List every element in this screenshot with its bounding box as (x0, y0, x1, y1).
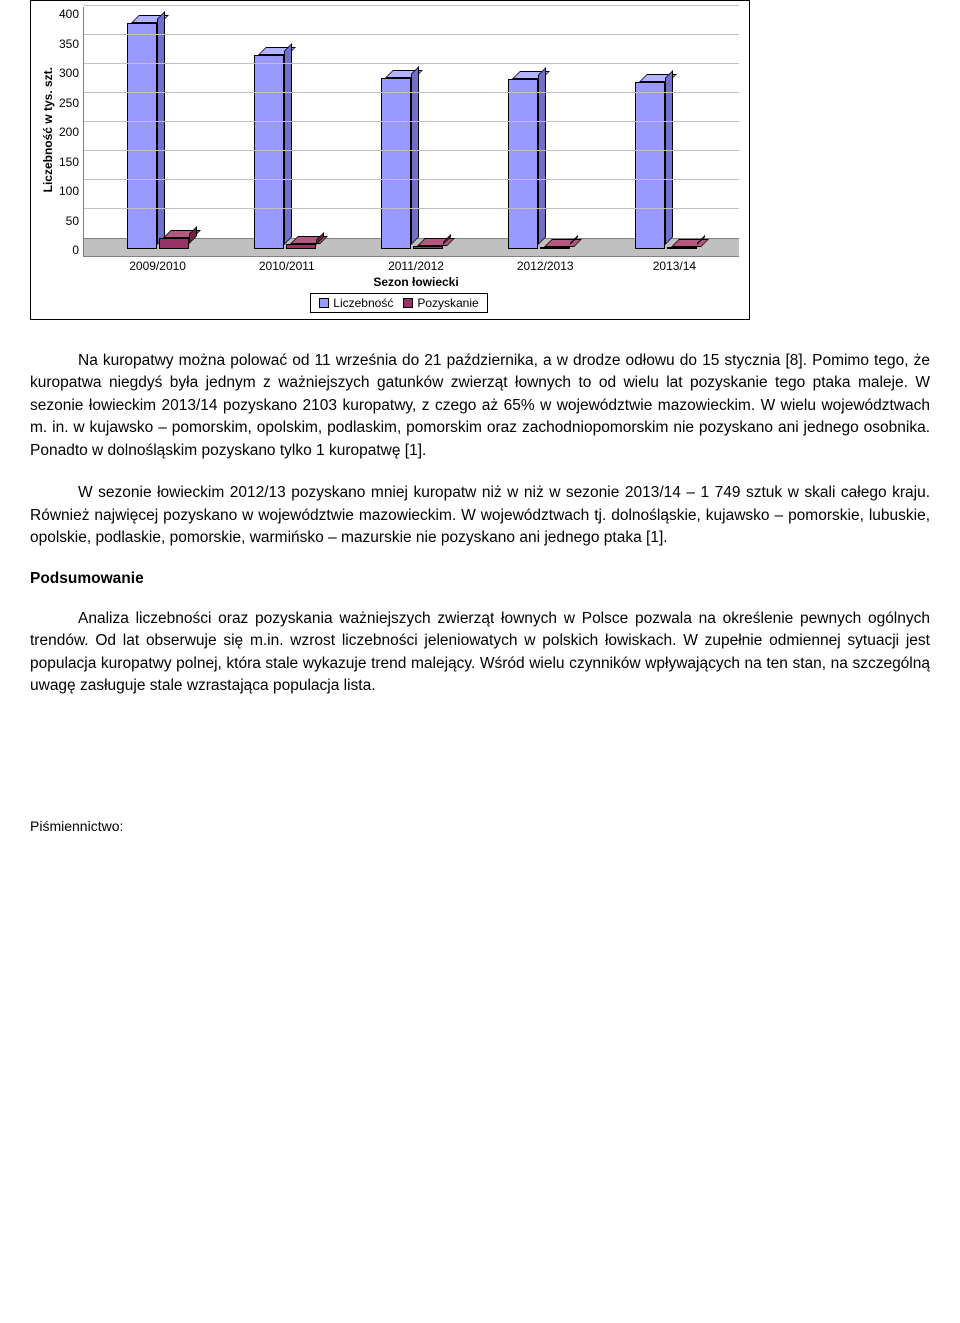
bar (159, 228, 189, 256)
legend-label: Liczebność (333, 296, 393, 310)
bar (413, 235, 443, 256)
chart-frame: Liczebność w tys. szt. 400 350 300 250 200 15… (30, 0, 750, 320)
x-tick-label: 2011/2012 (351, 259, 480, 273)
paragraph-2: W sezonie łowieckim 2012/13 pozyskano mn… (30, 482, 930, 549)
legend-swatch (403, 298, 413, 308)
legend-item: Pozyskanie (403, 296, 478, 310)
x-axis-title: Sezon łowiecki (59, 275, 739, 289)
bar (286, 233, 316, 256)
paragraph-1: Na kuropatwy można polować od 11 wrześni… (30, 350, 930, 462)
footer-references: Piśmiennictwo: (30, 818, 930, 834)
bar (381, 67, 411, 256)
x-tick-label: 2012/2013 (481, 259, 610, 273)
bar-group (221, 7, 348, 256)
y-tick-label: 50 (59, 214, 79, 228)
chart-inner: Liczebność w tys. szt. 400 350 300 250 200 15… (37, 7, 739, 313)
y-tick-label: 250 (59, 96, 79, 110)
y-axis-ticks: 400 350 300 250 200 150 100 50 0 (59, 7, 83, 257)
grid-line (84, 92, 739, 93)
y-tick-label: 350 (59, 37, 79, 51)
grid-line (84, 63, 739, 64)
y-tick-label: 100 (59, 184, 79, 198)
legend-item: Liczebność (319, 296, 393, 310)
bar (635, 71, 665, 256)
plot-area (83, 7, 739, 257)
bar-group (602, 7, 729, 256)
bar-group (94, 7, 221, 256)
bar-group (475, 7, 602, 256)
bar-group (348, 7, 475, 256)
bars-container (84, 7, 739, 256)
heading-summary: Podsumowanie (30, 570, 930, 588)
paragraph-3: Analiza liczebności oraz pozyskania ważn… (30, 608, 930, 698)
y-tick-label: 400 (59, 7, 79, 21)
grid-line (84, 34, 739, 35)
x-tick-label: 2009/2010 (93, 259, 222, 273)
x-tick-label: 2013/14 (610, 259, 739, 273)
bar (667, 236, 697, 256)
y-tick-label: 150 (59, 155, 79, 169)
bar (540, 236, 570, 256)
grid-line (84, 5, 739, 6)
grid-line (84, 150, 739, 151)
grid-line (84, 121, 739, 122)
y-axis-title: Liczebność w tys. szt. (37, 67, 59, 192)
bar (508, 68, 538, 256)
grid-line (84, 179, 739, 180)
grid-line (84, 208, 739, 209)
legend-swatch (319, 298, 329, 308)
chart-legend: Liczebność Pozyskanie (310, 293, 487, 313)
bar (127, 12, 157, 256)
x-axis-ticks: 2009/20102010/20112011/20122012/20132013… (59, 259, 739, 273)
x-tick-label: 2010/2011 (222, 259, 351, 273)
y-tick-label: 300 (59, 66, 79, 80)
y-tick-label: 0 (59, 243, 79, 257)
plot-column: 400 350 300 250 200 150 100 50 0 2009/20102010/2… (59, 7, 739, 313)
y-tick-label: 200 (59, 125, 79, 139)
legend-label: Pozyskanie (417, 296, 478, 310)
plot-row: 400 350 300 250 200 150 100 50 0 (59, 7, 739, 257)
